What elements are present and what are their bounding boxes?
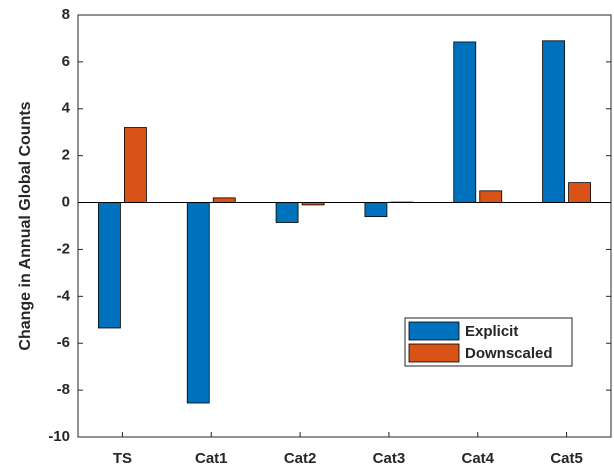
x-tick-label: TS <box>113 450 132 467</box>
bar <box>187 203 209 403</box>
plot-area <box>78 15 611 437</box>
y-tick-label: 2 <box>62 147 70 164</box>
y-tick-label: -8 <box>57 381 70 398</box>
bar <box>213 198 235 203</box>
x-tick-label: Cat1 <box>195 450 228 467</box>
y-axis-label: Change in Annual Global Counts <box>17 101 34 350</box>
legend-swatch <box>409 344 459 362</box>
bar <box>124 128 146 203</box>
bar <box>543 41 565 203</box>
x-tick-label: Cat2 <box>284 450 317 467</box>
legend-label: Downscaled <box>465 345 553 362</box>
y-tick-label: -6 <box>57 334 70 351</box>
y-tick-label: 4 <box>62 100 71 117</box>
bar <box>569 183 591 203</box>
bar <box>365 203 387 217</box>
legend-swatch <box>409 322 459 340</box>
y-tick-label: 6 <box>62 53 70 70</box>
y-tick-label: -2 <box>57 240 70 257</box>
x-tick-label: Cat5 <box>550 450 583 467</box>
y-tick-label: 0 <box>62 194 70 211</box>
bar <box>480 191 502 203</box>
x-tick-label: Cat3 <box>373 450 406 467</box>
y-tick-label: -4 <box>57 287 71 304</box>
y-tick-label: 8 <box>62 6 70 23</box>
bar <box>276 203 298 223</box>
bar <box>98 203 120 328</box>
legend-label: Explicit <box>465 323 518 340</box>
bar <box>454 42 476 203</box>
y-tick-label: -10 <box>48 428 70 445</box>
x-tick-label: Cat4 <box>461 450 494 467</box>
